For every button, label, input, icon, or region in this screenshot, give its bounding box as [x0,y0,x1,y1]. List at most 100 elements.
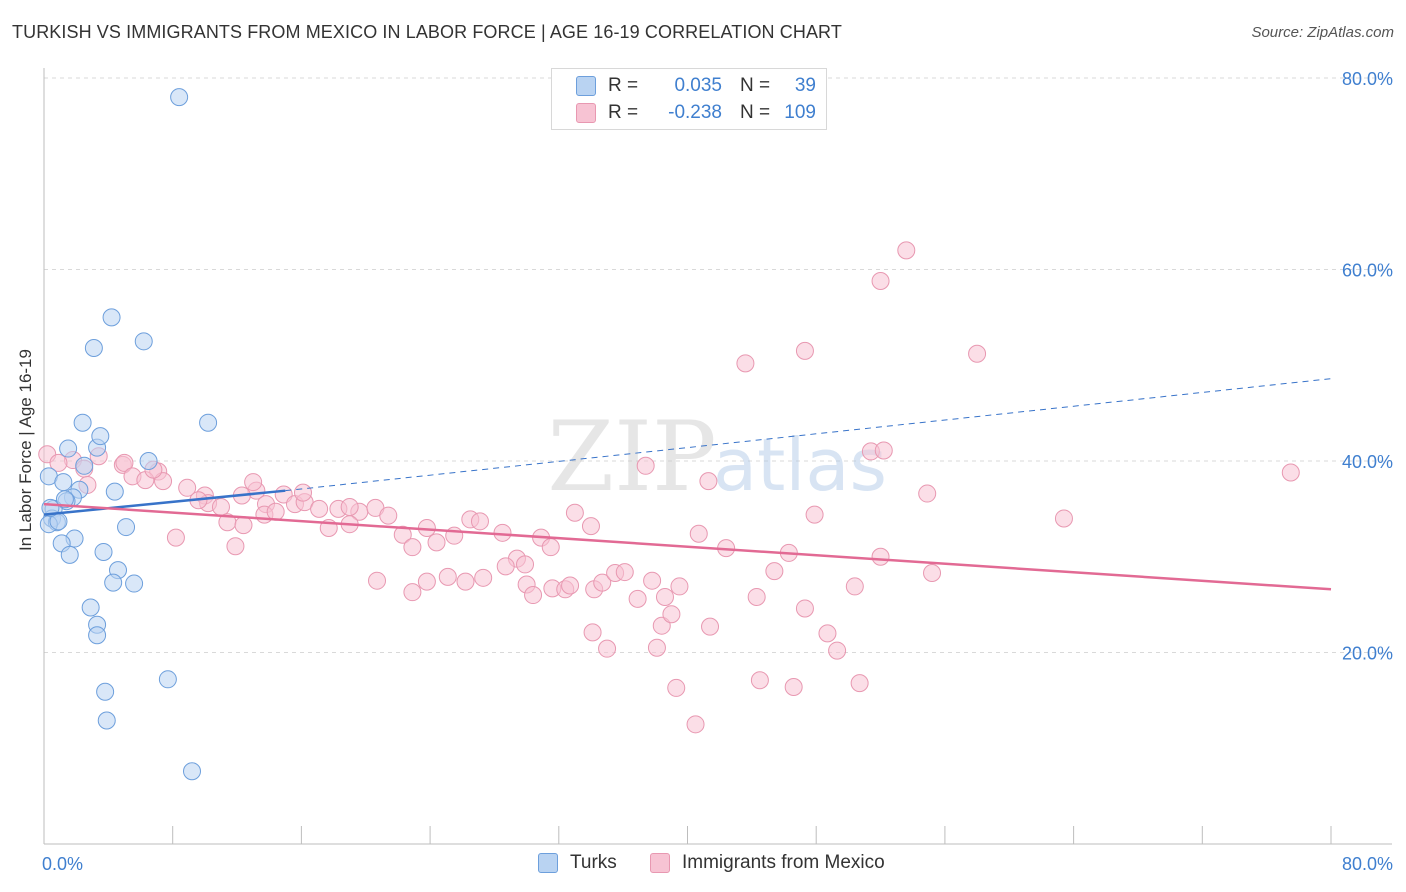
mexico-point [871,547,890,566]
mexico-point [923,564,942,583]
legend-item-turks[interactable]: Turks [538,852,617,874]
turks-swatch-icon [576,76,596,96]
mexico-point [615,563,634,582]
mexico-point [805,505,824,524]
x-tick-labels: 0.0% 80.0% [42,854,1393,874]
mexico-point [368,571,387,590]
y-tick-label: 60.0% [1342,261,1393,281]
mexico-point [845,577,864,596]
mexico-point [598,639,617,658]
mexico-point [393,525,412,544]
mexico-point [226,537,245,556]
turks-point [84,339,103,358]
mexico-point [689,524,708,543]
mexico-point [643,571,662,590]
mexico-point [670,577,689,596]
legend-n-value: 109 [784,102,816,123]
trend-lines [43,378,1332,591]
mexico-point [470,512,489,531]
turks-point [139,452,158,470]
mexico-point [667,678,686,697]
mexico-point [524,586,543,605]
turks-point [199,413,218,432]
mexico-point [636,456,655,475]
mexico-point [244,473,263,492]
turks-point [134,332,153,351]
mexico-trend-line [43,502,1332,591]
mexico-point [593,573,612,592]
mexico-point [234,516,253,535]
turks-point [88,626,107,645]
mexico-point [968,344,987,363]
turks-point [125,574,144,593]
mexico-point [652,616,671,635]
mexico-swatch-icon [576,103,596,123]
legend-item-mexico[interactable]: Immigrants from Mexico [650,852,885,874]
turks-point [170,88,189,107]
turks-point [91,427,110,446]
mexico-point [1281,463,1300,482]
mexico-point [747,587,766,606]
turks-point [54,473,73,492]
mexico-point [795,341,814,360]
mexico-point [662,605,681,624]
watermark-atlas: atlas [713,423,887,507]
legend-n-label: N = [740,75,771,96]
mexico-point [701,617,720,636]
mexico-point [581,517,600,536]
mexico-point [403,583,422,602]
mexico-point [211,497,230,516]
mexico-point [561,576,580,595]
legend-label-turks: Turks [570,852,617,873]
turks-point [102,308,121,327]
mexico-point [750,671,769,690]
mexico-point [427,533,446,552]
turks-swatch-icon [538,853,558,873]
turks-point [60,545,79,564]
turks-point [104,573,123,592]
y-tick-labels: 20.0% 40.0% 60.0% 80.0% [1342,69,1393,664]
turks-trend-line [43,489,286,516]
turks-point [55,490,74,509]
legend-n-value: 39 [794,75,816,96]
mexico-point [541,538,560,557]
mexico-point [897,241,916,260]
mexico-point [1054,509,1073,528]
chart-title: TURKISH VS IMMIGRANTS FROM MEXICO IN LAB… [12,22,842,42]
mexico-point [266,502,285,521]
legend-row-mexico: R = -0.238 N = 109 [576,102,816,124]
legend-label-mexico: Immigrants from Mexico [682,852,885,873]
mexico-point [178,478,197,497]
y-tick-label: 80.0% [1342,69,1393,89]
turks-point [73,413,92,432]
mexico-point [647,638,666,657]
mexico-point [795,599,814,618]
watermark-zip: ZIP [547,401,716,513]
mexico-point [166,528,185,547]
legend-r-value: -0.238 [668,102,722,123]
mexico-point [765,562,784,581]
turks-point [94,542,113,561]
mexico-point [310,499,329,518]
mexico-point [850,674,869,693]
y-axis-label: In Labor Force | Age 16-19 [16,349,35,551]
y-axis-label-wrap: In Labor Force | Age 16-19 [16,248,36,551]
mexico-point [583,623,602,642]
mexico-point [403,538,422,557]
turks-point [117,518,136,537]
mexico-point [154,472,173,491]
turks-point [158,670,177,689]
mexico-point [628,589,647,608]
mexico-swatch-icon [650,853,670,873]
x-tick-label: 80.0% [1342,854,1393,874]
y-tick-label: 20.0% [1342,644,1393,664]
legend-r-label: R = [608,102,639,123]
series-turks-points [39,88,218,781]
source-label: Source: ZipAtlas.com [1251,24,1394,41]
turks-point [183,762,202,781]
turks-point [96,682,115,701]
mexico-point [115,453,134,472]
legend-n-label: N = [740,102,771,123]
mexico-point [516,555,535,574]
